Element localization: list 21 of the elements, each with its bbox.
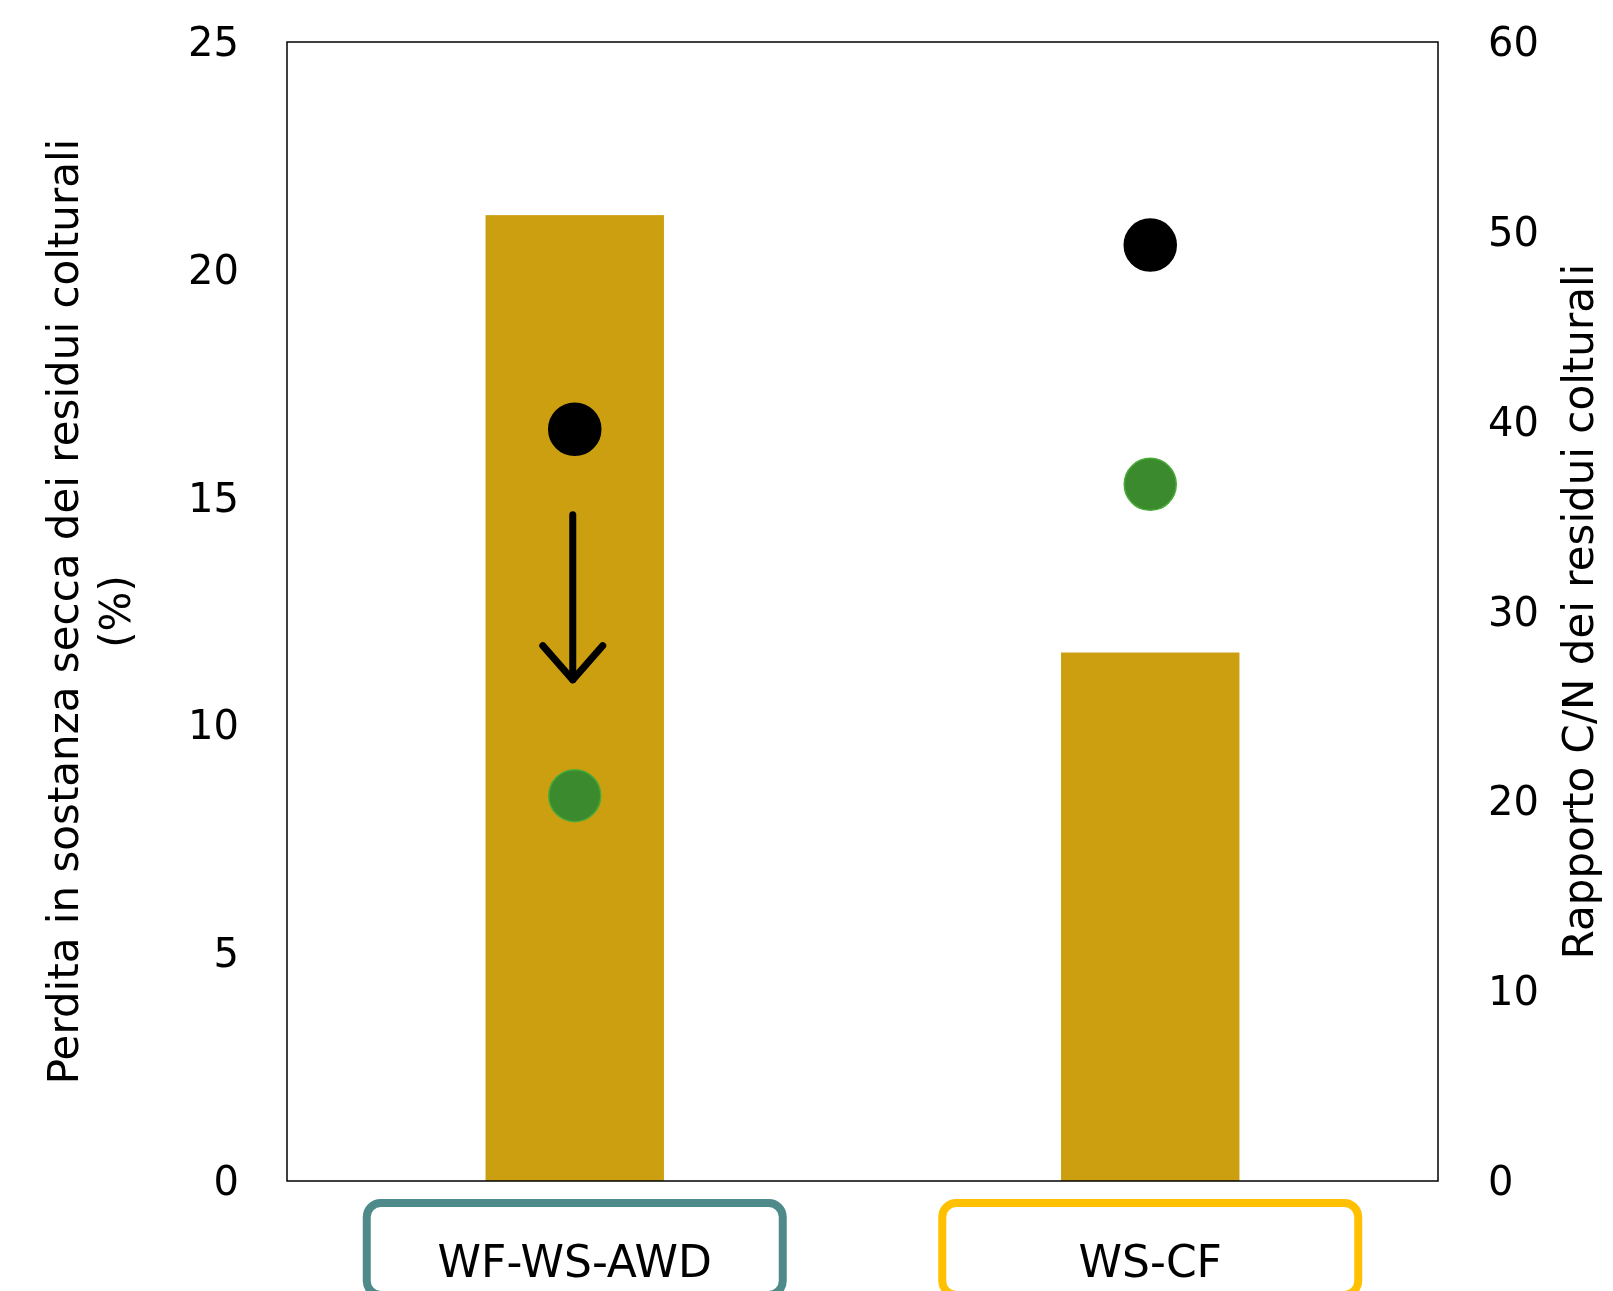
y-tick-label: 10: [188, 702, 239, 749]
y2-tick-label: 50: [1488, 208, 1539, 255]
point: [548, 768, 602, 823]
y2-tick-label: 30: [1488, 588, 1539, 635]
y2-tick-label: 10: [1488, 968, 1539, 1015]
y2-axis-title: Rapporto C/N dei residui colturali: [1554, 263, 1603, 960]
point: [1123, 218, 1177, 272]
point: [1123, 457, 1177, 512]
x-tick-label: WS-CF: [1078, 1235, 1222, 1287]
x-tick-label: WF-WS-AWD: [437, 1235, 712, 1287]
y2-tick-label: 0: [1488, 1158, 1514, 1204]
y-axis-title: Perdita in sostanza secca dei residui colturali (%): [39, 138, 140, 1085]
y-tick-label: 20: [188, 246, 239, 293]
point: [548, 402, 602, 457]
y2-tick-label: 20: [1488, 778, 1539, 825]
y2-tick-label: 60: [1488, 19, 1539, 65]
y-tick-label: 25: [188, 19, 239, 65]
y2-tick-label: 40: [1488, 398, 1539, 445]
y-tick-label: 15: [188, 474, 239, 521]
y-tick-label: 0: [213, 1158, 239, 1204]
y-tick-label: 5: [213, 930, 239, 977]
